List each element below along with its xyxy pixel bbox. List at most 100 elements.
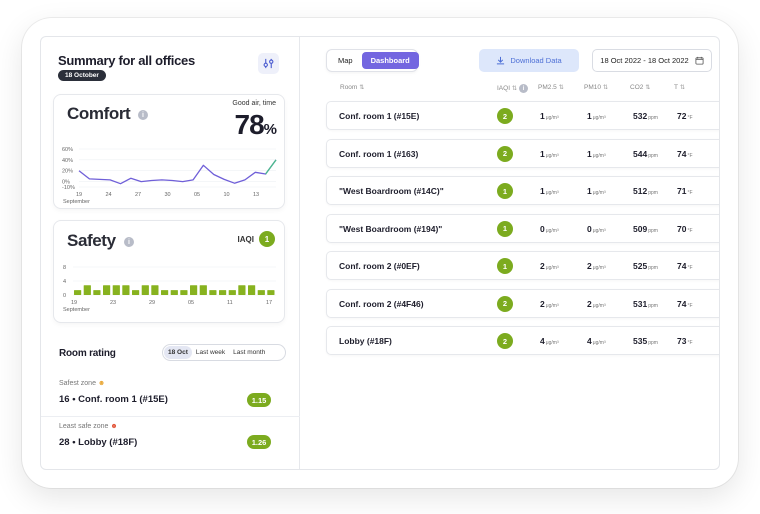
map-toggle[interactable]: Map — [338, 56, 353, 65]
pm25-value: 0μg/m³ — [540, 223, 559, 234]
iaqi-badge: 1 — [259, 231, 275, 247]
comfort-unit: % — [263, 121, 277, 138]
x-tick-label: 05 — [188, 300, 194, 306]
safest-zone-name[interactable]: 16 • Conf. room 1 (#15E) — [59, 394, 168, 405]
rating-period-tabs: 18 Oct Last week Last month — [162, 344, 286, 361]
y-tick-label: 8 — [63, 265, 66, 271]
tab-last-week[interactable]: Last week — [195, 349, 226, 356]
comfort-series-line — [78, 159, 277, 185]
header-iaqi[interactable]: IAQI ⇅ i — [497, 84, 529, 93]
x-tick-label: 19 — [71, 300, 77, 306]
header-pm10[interactable]: PM10 ⇅ — [584, 84, 609, 91]
x-tick-label: 24 — [106, 192, 112, 198]
sort-icon: ⇅ — [602, 85, 609, 91]
safety-bar — [151, 285, 159, 295]
header-room[interactable]: Room ⇅ — [340, 84, 365, 91]
tab-last-month[interactable]: Last month — [233, 349, 266, 356]
info-icon[interactable]: i — [138, 110, 148, 120]
safety-bar — [267, 290, 275, 295]
x-tick-label: 27 — [135, 192, 141, 198]
x-tick-label: 10 — [224, 192, 230, 198]
iaqi-badge: 2 — [497, 145, 513, 162]
summary-panel: Summary for all offices 18 October Comfo… — [41, 37, 300, 469]
co2-value: 531ppm — [633, 298, 658, 309]
pm25-value: 4μg/m³ — [540, 336, 559, 346]
table-row[interactable]: Lobby (#18F) 2 4μg/m³ 4μg/m³ 535ppm 73°F — [326, 326, 719, 355]
iaqi-badge: 2 — [497, 295, 513, 312]
safest-zone-score: 1.15 — [247, 393, 271, 407]
date-range-picker[interactable]: 18 Oct 2022 - 18 Oct 2022 — [592, 49, 712, 72]
y-tick-label: -10% — [62, 185, 75, 191]
y-tick-label: 4 — [63, 279, 66, 285]
safety-bar — [199, 285, 207, 295]
download-icon — [497, 56, 505, 65]
table-row[interactable]: "West Boardroom (#194)" 1 0μg/m³ 0μg/m³ 509p… — [326, 213, 719, 243]
safety-bar — [83, 285, 91, 295]
info-icon[interactable]: i — [124, 237, 134, 247]
room-name: "West Boardroom (#194)" — [339, 223, 443, 234]
sort-icon: ⇅ — [645, 85, 651, 91]
table-row[interactable]: Conf. room 1 (#15E) 2 1μg/m³ 1μg/m³ 532ppm 72… — [326, 101, 719, 130]
co2-value: 512ppm — [633, 186, 658, 196]
safety-bar — [219, 290, 227, 295]
x-tick-label: 17 — [266, 300, 272, 306]
comfort-series-end — [265, 159, 277, 175]
table-row[interactable]: "West Boardroom (#14C)" 1 1μg/m³ 1μg/m³ 512p… — [326, 176, 719, 205]
x-sublabel: September — [63, 307, 90, 313]
date-pill: 18 October — [58, 70, 106, 81]
table-row[interactable]: Conf. room 1 (#163) 2 1μg/m³ 1μg/m³ 544ppm 74… — [326, 138, 719, 168]
table-row[interactable]: Conf. room 2 (#4F46) 2 2μg/m³ 2μg/m³ 531ppm 7… — [326, 288, 719, 318]
least-safe-zone-label: Least safe zone ☻ — [59, 423, 118, 430]
filter-button[interactable] — [258, 53, 279, 74]
safety-bar — [238, 285, 246, 295]
safety-bar — [132, 290, 140, 295]
x-tick-label: 23 — [110, 300, 116, 306]
x-tick-label: 30 — [165, 192, 171, 198]
y-tick-label: 0% — [62, 180, 70, 186]
temperature-value: 71°F — [677, 186, 693, 196]
pm10-value: 2μg/m³ — [587, 298, 606, 309]
least-safe-zone-name[interactable]: 28 • Lobby (#18F) — [59, 437, 138, 448]
view-toggle: Map Dashboard — [326, 49, 419, 72]
pm10-value: 2μg/m³ — [587, 261, 606, 271]
comfort-value: 78% — [235, 109, 278, 141]
room-name: Conf. room 1 (#15E) — [339, 111, 420, 121]
co2-value: 544ppm — [633, 148, 658, 159]
pm25-value: 2μg/m³ — [540, 261, 559, 271]
iaqi-badge: 2 — [497, 108, 513, 124]
header-co2[interactable]: CO2 ⇅ — [630, 84, 651, 91]
dashboard-toggle[interactable]: Dashboard — [361, 52, 419, 69]
comfort-title: Comfort — [67, 104, 131, 123]
pm10-value: 1μg/m³ — [587, 111, 606, 121]
x-tick-label: 05 — [194, 192, 200, 198]
safety-bar — [93, 290, 101, 295]
pm10-value: 0μg/m³ — [587, 223, 606, 234]
co2-value: 532ppm — [633, 111, 658, 121]
iaqi-label: IAQI — [237, 235, 254, 244]
header-t[interactable]: T ⇅ — [674, 84, 686, 91]
comfort-card: Comfort i Good air, time 78% 60% 40% 20% 0%… — [53, 94, 285, 209]
calendar-icon — [695, 56, 704, 65]
room-name: Conf. room 1 (#163) — [339, 148, 419, 159]
safety-bar — [122, 285, 130, 295]
table-row[interactable]: Conf. room 2 (#0EF) 1 2μg/m³ 2μg/m³ 525ppm 74… — [326, 251, 719, 280]
room-name: Conf. room 2 (#4F46) — [339, 298, 424, 309]
safety-bar — [112, 285, 120, 295]
pm10-value: 1μg/m³ — [587, 186, 606, 196]
pm10-value: 4μg/m³ — [587, 336, 606, 346]
safety-bar — [141, 285, 149, 295]
iaqi-badge: 1 — [497, 220, 513, 237]
frown-icon: ☻ — [110, 423, 118, 430]
header-pm25[interactable]: PM2.5 ⇅ — [538, 84, 564, 91]
temperature-value: 70°F — [677, 223, 693, 234]
sort-icon: ⇅ — [359, 85, 365, 91]
room-rating-title: Room rating — [59, 348, 116, 359]
tab-18-oct[interactable]: 18 Oct — [164, 346, 192, 359]
safety-bar — [209, 290, 217, 295]
zone-divider — [41, 416, 300, 417]
safety-chart: 8 4 0 19 23 29 05 11 17 September — [63, 265, 276, 313]
co2-value: 509ppm — [633, 223, 658, 234]
pm25-value: 1μg/m³ — [540, 148, 559, 159]
comfort-chart: 60% 40% 20% 0%-10%19 24 27 30 05 10 13 September — [62, 147, 277, 205]
download-data-button[interactable]: Download Data — [479, 49, 579, 72]
